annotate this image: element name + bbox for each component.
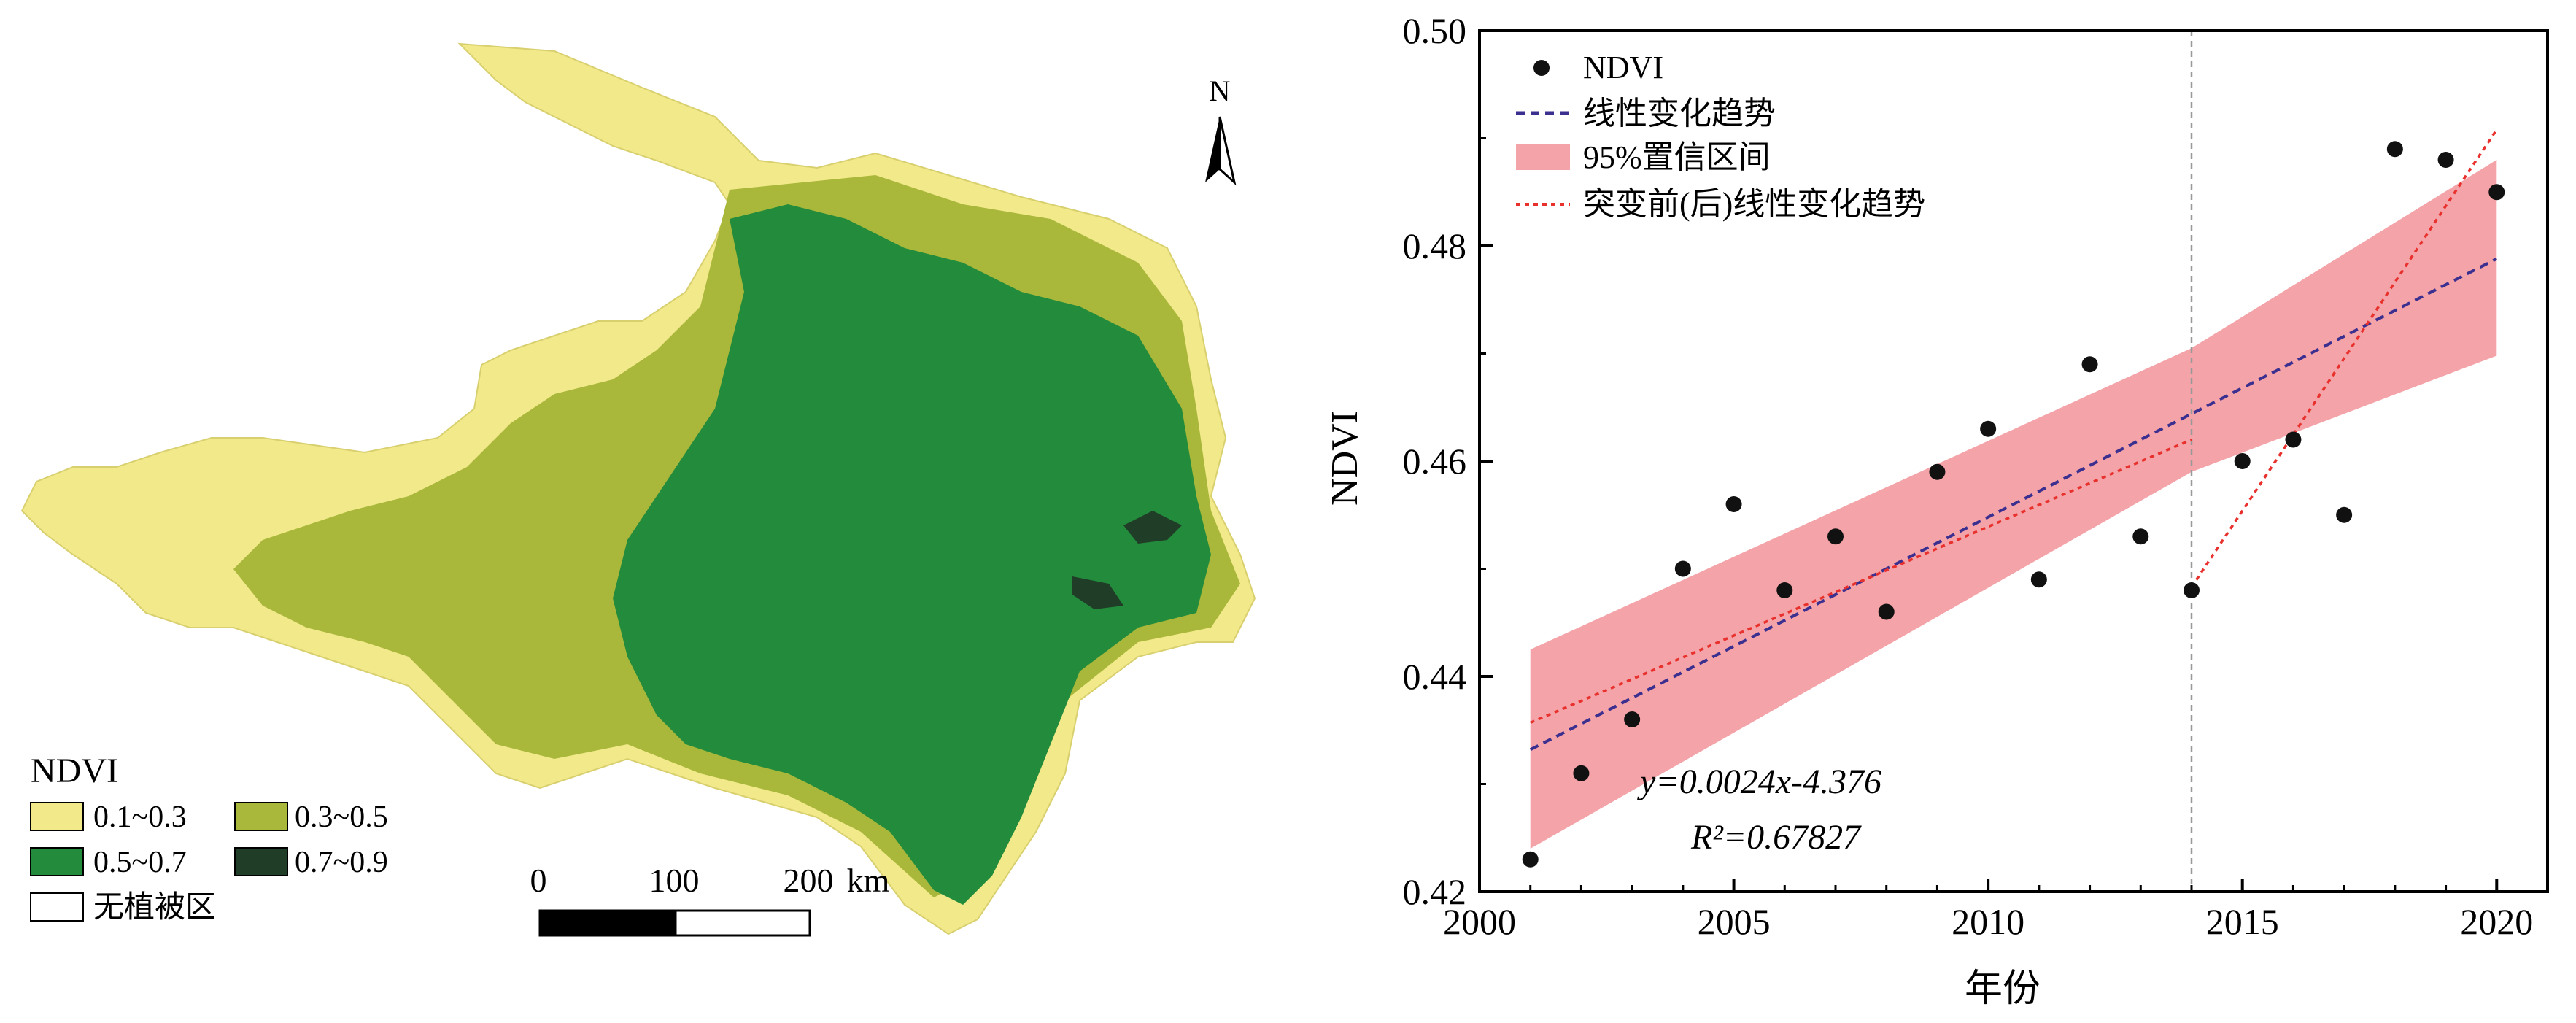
map-legend: 0.1~0.3 0.3~0.5 0.5~0.7 0.7~0.9 无植被区 [30, 800, 388, 924]
legend-label-ndvi: NDVI [1583, 50, 1663, 85]
axes-layer: 2000 2005 2010 2015 2020 0.42 0.44 0.46 0.48 0.50 [1403, 10, 2549, 942]
legend-swatch-novegetation [30, 892, 84, 922]
y-tick-label-2: 0.46 [1403, 441, 1467, 482]
scale-tick-100: 100 [649, 862, 700, 899]
map-region-veryhigh-2 [1072, 576, 1123, 609]
data-point-2014 [2184, 582, 2200, 598]
data-point-2017 [2336, 506, 2353, 523]
ndvi-chart-panel: 2000 2005 2010 2015 2020 0.42 0.44 0.46 0.48 0.50… [1313, 0, 2576, 1019]
legend-label-trend: 线性变化趋势 [1583, 96, 1776, 131]
x-tick-label-2005: 2005 [1698, 901, 1771, 942]
legend-label-band: 95%置信区间 [1583, 139, 1771, 175]
x-tick-label-2020: 2020 [2460, 901, 2533, 942]
scale-tick-200: 200 [784, 862, 834, 899]
data-point-2002 [1573, 765, 1590, 781]
data-point-2012 [2081, 356, 2098, 373]
segment-trend-before [1530, 438, 2192, 725]
x-tick-label-2015: 2015 [2206, 901, 2279, 942]
map-legend-title: NDVI [31, 752, 118, 790]
data-point-2006 [1776, 582, 1793, 598]
scale-bar-white [674, 909, 811, 937]
scale-tick-0: 0 [530, 862, 547, 899]
north-label: N [1210, 74, 1231, 107]
data-point-2001 [1522, 851, 1539, 868]
legend-label-high: 0.5~0.7 [93, 846, 187, 879]
x-tick-label-2000: 2000 [1443, 901, 1516, 942]
ndvi-map-panel: N NDVI 0.1~0.3 0.3~0.5 0.5~0.7 0.7~0.9 无… [20, 42, 1256, 937]
legend-label-novegetation: 无植被区 [93, 891, 216, 924]
ndvi-map: N NDVI 0.1~0.3 0.3~0.5 0.5~0.7 0.7~0.9 无… [20, 42, 1256, 937]
data-points-layer [1522, 141, 2505, 868]
data-point-2020 [2488, 184, 2505, 201]
legend-swatch-band [1516, 144, 1570, 170]
scale-unit: km [847, 862, 890, 899]
data-point-2008 [1878, 603, 1895, 620]
legend-label-mid: 0.3~0.5 [295, 800, 388, 834]
data-point-2009 [1929, 463, 1946, 480]
map-region-veryhigh [1123, 511, 1182, 544]
legend-swatch-high [30, 847, 84, 876]
data-point-2019 [2437, 152, 2454, 168]
legend-swatch-mid [234, 802, 288, 831]
data-point-2011 [2030, 571, 2047, 588]
legend-swatch-low [30, 802, 84, 831]
legend-label-veryhigh: 0.7~0.9 [295, 846, 388, 879]
data-point-2018 [2386, 141, 2403, 158]
data-point-2005 [1725, 496, 1742, 512]
north-arrow-outline [1218, 116, 1237, 186]
x-axis-label: 年份 [1965, 968, 2041, 1010]
map-region-high [613, 204, 1211, 905]
data-point-2013 [2132, 528, 2149, 545]
data-point-2007 [1827, 528, 1844, 545]
data-point-2003 [1624, 711, 1641, 727]
legend-marker-ndvi [1533, 60, 1550, 76]
y-axis-label: NDVI [1324, 411, 1366, 506]
data-point-2015 [2234, 453, 2251, 469]
x-tick-label-2010: 2010 [1952, 901, 2024, 942]
segment-trend-after [2190, 128, 2498, 588]
trend-line [1529, 257, 2498, 752]
r-squared-label: R²=0.67827 [1690, 818, 1862, 857]
data-point-2004 [1674, 560, 1691, 577]
y-tick-label-0: 0.42 [1403, 871, 1467, 912]
scale-bar-black [538, 909, 677, 937]
legend-label-low: 0.1~0.3 [93, 800, 187, 834]
chart-legend: NDVI 线性变化趋势 95%置信区间 突变前(后)线性变化趋势 [1516, 50, 1925, 222]
ndvi-trend-chart: 2000 2005 2010 2015 2020 0.42 0.44 0.46 0.48 0.50… [1324, 10, 2549, 1010]
y-tick-label-1: 0.44 [1403, 656, 1467, 697]
y-tick-label-3: 0.48 [1403, 225, 1467, 266]
regression-equation: y=0.0024x-4.376 [1636, 763, 1881, 801]
data-point-2010 [1980, 420, 1997, 437]
north-arrow-icon [1205, 117, 1220, 182]
trend-lines-layer [1529, 31, 2498, 892]
legend-label-segments: 突变前(后)线性变化趋势 [1583, 186, 1925, 222]
scale-bar: 0 100 200 km [530, 862, 890, 937]
y-tick-label-4: 0.50 [1403, 10, 1467, 51]
legend-swatch-veryhigh [234, 847, 288, 876]
data-point-2016 [2285, 431, 2302, 448]
